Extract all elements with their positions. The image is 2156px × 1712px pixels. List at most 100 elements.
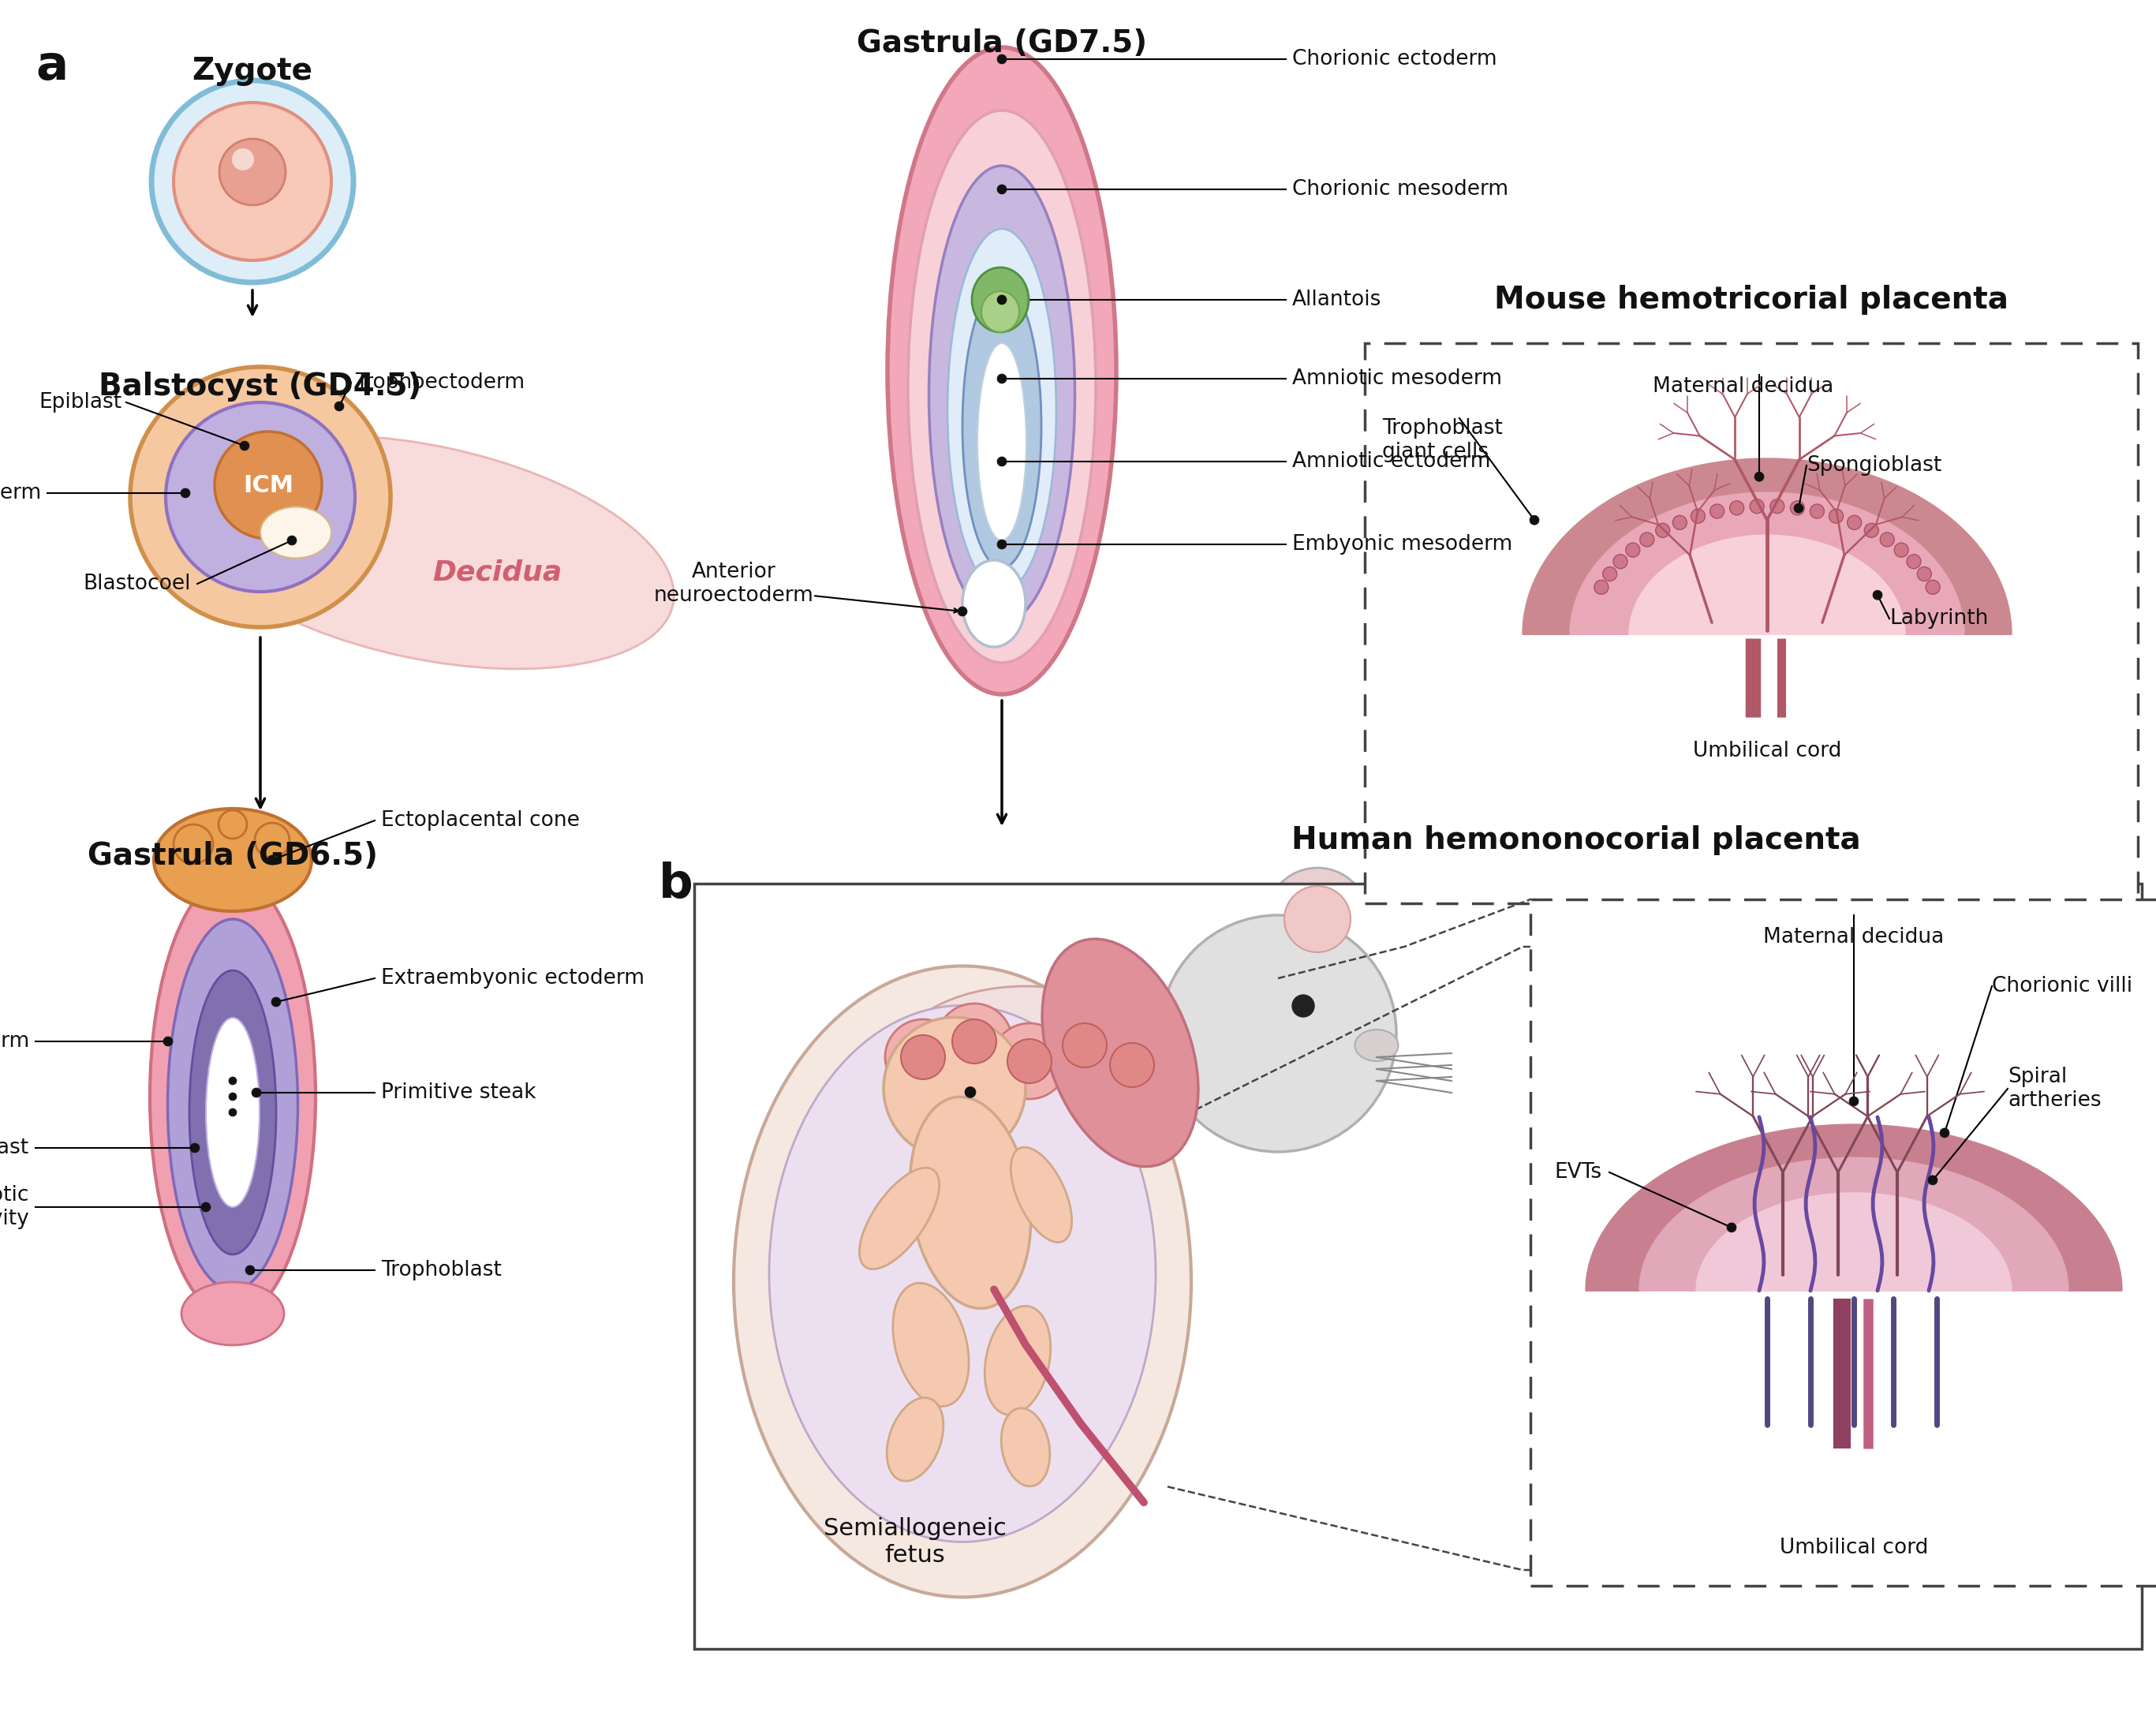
Circle shape bbox=[1593, 580, 1608, 594]
Circle shape bbox=[164, 1037, 172, 1046]
Text: Balstocyst (GD4.5): Balstocyst (GD4.5) bbox=[99, 372, 423, 402]
Polygon shape bbox=[1630, 536, 1906, 635]
Ellipse shape bbox=[1225, 1140, 1268, 1210]
Ellipse shape bbox=[1041, 938, 1199, 1166]
Ellipse shape bbox=[1011, 1147, 1072, 1243]
Text: Labyrinth: Labyrinth bbox=[1889, 608, 1988, 628]
Polygon shape bbox=[1639, 1157, 2068, 1291]
Ellipse shape bbox=[179, 435, 675, 669]
Circle shape bbox=[1940, 1128, 1949, 1137]
Circle shape bbox=[1710, 503, 1725, 519]
Circle shape bbox=[992, 1024, 1067, 1099]
Ellipse shape bbox=[1000, 1409, 1050, 1486]
Polygon shape bbox=[1522, 459, 2012, 635]
Text: Trophoblast: Trophoblast bbox=[382, 1260, 502, 1281]
Circle shape bbox=[229, 1077, 237, 1085]
Circle shape bbox=[884, 1017, 1026, 1159]
Circle shape bbox=[220, 139, 285, 205]
Circle shape bbox=[996, 294, 1007, 305]
Circle shape bbox=[229, 1092, 237, 1101]
Circle shape bbox=[1673, 515, 1686, 529]
Text: Chorionic ectoderm: Chorionic ectoderm bbox=[1291, 50, 1496, 70]
Circle shape bbox=[996, 539, 1007, 550]
Text: Ectoplacental cone: Ectoplacental cone bbox=[382, 810, 580, 830]
Circle shape bbox=[936, 1003, 1011, 1079]
Circle shape bbox=[1063, 1024, 1106, 1068]
Bar bbox=[1365, 342, 2139, 904]
Circle shape bbox=[1656, 524, 1669, 538]
Ellipse shape bbox=[962, 284, 1041, 568]
Circle shape bbox=[1641, 532, 1654, 546]
Circle shape bbox=[964, 1087, 977, 1097]
Text: Allantois: Allantois bbox=[1291, 289, 1382, 310]
Circle shape bbox=[218, 810, 248, 839]
Text: Umbilical cord: Umbilical cord bbox=[1692, 741, 1841, 762]
Circle shape bbox=[996, 457, 1007, 466]
Text: Spongioblast: Spongioblast bbox=[1807, 455, 1943, 476]
Ellipse shape bbox=[153, 808, 313, 911]
Circle shape bbox=[239, 442, 250, 450]
Circle shape bbox=[334, 402, 345, 411]
Text: Amniotic mesoderm: Amniotic mesoderm bbox=[1291, 368, 1503, 389]
Text: Pro-amniotic
cavity: Pro-amniotic cavity bbox=[0, 1185, 30, 1229]
Ellipse shape bbox=[1335, 1140, 1378, 1210]
Text: ICM: ICM bbox=[244, 474, 293, 496]
Text: Gastrula (GD6.5): Gastrula (GD6.5) bbox=[88, 841, 377, 871]
Circle shape bbox=[1602, 567, 1617, 580]
Circle shape bbox=[1874, 591, 1882, 599]
Circle shape bbox=[172, 825, 213, 865]
Text: Zygote: Zygote bbox=[192, 56, 313, 86]
Circle shape bbox=[246, 1265, 254, 1275]
Circle shape bbox=[201, 1202, 211, 1212]
Text: Anterior
neuroectoderm: Anterior neuroectoderm bbox=[653, 562, 813, 606]
Ellipse shape bbox=[837, 945, 1294, 1200]
Circle shape bbox=[996, 185, 1007, 193]
Text: Human hemononocorial placenta: Human hemononocorial placenta bbox=[1291, 825, 1861, 856]
Circle shape bbox=[287, 536, 298, 544]
Text: b: b bbox=[660, 861, 694, 907]
Ellipse shape bbox=[985, 1306, 1050, 1414]
Circle shape bbox=[216, 431, 321, 539]
Circle shape bbox=[1755, 473, 1764, 481]
Ellipse shape bbox=[962, 560, 1026, 647]
Ellipse shape bbox=[205, 1017, 259, 1207]
Text: Chorionic villi: Chorionic villi bbox=[1992, 976, 2132, 996]
Polygon shape bbox=[1697, 1193, 2012, 1291]
Circle shape bbox=[1529, 515, 1539, 526]
Text: Epiblast: Epiblast bbox=[39, 392, 123, 413]
Bar bbox=[694, 883, 2141, 1649]
Ellipse shape bbox=[908, 111, 1095, 663]
Text: Mouse hemotricorial placenta: Mouse hemotricorial placenta bbox=[1494, 284, 2009, 315]
Ellipse shape bbox=[151, 877, 315, 1318]
Polygon shape bbox=[1570, 493, 1964, 635]
Text: Decidua: Decidua bbox=[431, 558, 563, 586]
Circle shape bbox=[1613, 555, 1628, 568]
Text: Trophoblast
giant cells: Trophoblast giant cells bbox=[1382, 418, 1503, 462]
Text: Embyonic mesoderm: Embyonic mesoderm bbox=[1291, 534, 1514, 555]
Circle shape bbox=[1811, 503, 1824, 519]
Circle shape bbox=[1794, 503, 1802, 514]
Circle shape bbox=[1727, 1222, 1736, 1233]
Text: Epiblast: Epiblast bbox=[0, 1138, 30, 1157]
Circle shape bbox=[1925, 580, 1940, 594]
Text: Chorionic mesoderm: Chorionic mesoderm bbox=[1291, 180, 1509, 200]
Circle shape bbox=[1927, 1176, 1938, 1185]
Circle shape bbox=[1048, 1007, 1123, 1084]
Circle shape bbox=[129, 366, 390, 627]
Circle shape bbox=[1789, 502, 1805, 515]
Polygon shape bbox=[1585, 1125, 2122, 1291]
Ellipse shape bbox=[977, 342, 1026, 541]
Ellipse shape bbox=[929, 166, 1076, 623]
Circle shape bbox=[166, 402, 356, 592]
Circle shape bbox=[953, 1019, 996, 1063]
Circle shape bbox=[1690, 508, 1705, 524]
Circle shape bbox=[996, 373, 1007, 383]
Circle shape bbox=[1729, 502, 1744, 515]
Text: Maternal decidua: Maternal decidua bbox=[1764, 926, 1945, 947]
Text: Umbilical cord: Umbilical cord bbox=[1779, 1537, 1927, 1558]
Bar bbox=[1531, 899, 2156, 1585]
Text: Primitive Endoderm: Primitive Endoderm bbox=[0, 483, 41, 503]
Ellipse shape bbox=[886, 1397, 944, 1481]
Text: Maternal decidua: Maternal decidua bbox=[1654, 377, 1835, 397]
Circle shape bbox=[181, 488, 190, 498]
